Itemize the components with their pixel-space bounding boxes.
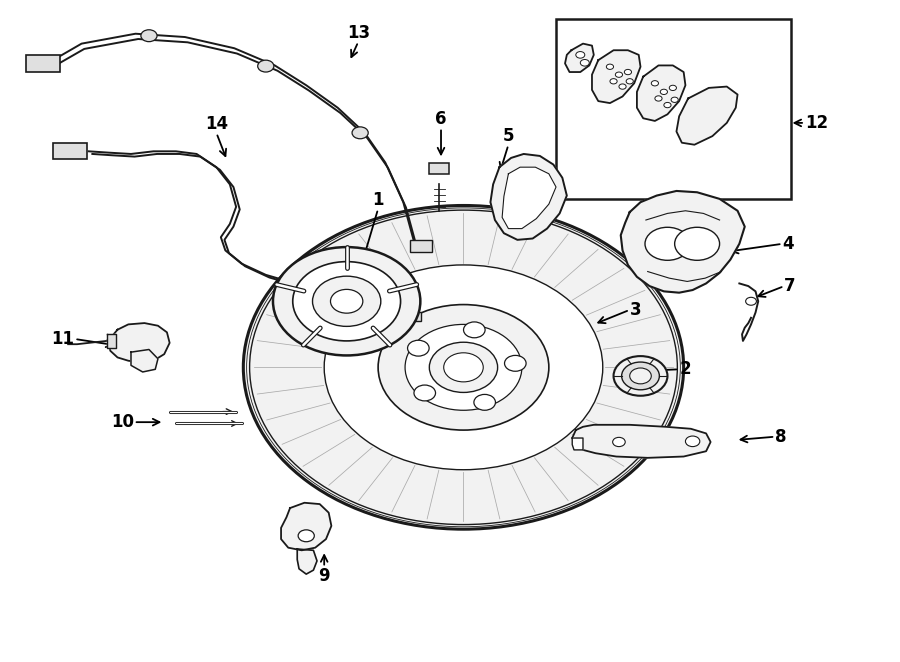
Text: 3: 3: [630, 301, 642, 319]
Text: 2: 2: [680, 360, 691, 378]
Polygon shape: [281, 502, 331, 550]
Circle shape: [670, 85, 677, 91]
Circle shape: [444, 353, 483, 382]
Circle shape: [745, 297, 756, 305]
Circle shape: [619, 84, 626, 89]
Circle shape: [622, 362, 660, 390]
Text: 4: 4: [782, 235, 794, 253]
Circle shape: [474, 395, 496, 410]
Text: 1: 1: [373, 191, 384, 209]
Circle shape: [505, 355, 526, 371]
Circle shape: [352, 127, 368, 139]
Circle shape: [243, 205, 684, 529]
Text: 13: 13: [346, 24, 370, 42]
Circle shape: [613, 438, 626, 447]
Bar: [410, 240, 432, 252]
Circle shape: [630, 368, 652, 384]
Polygon shape: [621, 191, 744, 293]
Circle shape: [625, 70, 632, 75]
Text: 9: 9: [319, 567, 330, 585]
Polygon shape: [297, 549, 317, 574]
Polygon shape: [491, 154, 567, 240]
Text: 10: 10: [111, 413, 134, 431]
Text: 6: 6: [436, 109, 446, 128]
Circle shape: [257, 60, 274, 72]
Circle shape: [655, 96, 662, 101]
Bar: [556, 19, 791, 199]
Circle shape: [686, 436, 700, 447]
Text: 8: 8: [775, 428, 787, 446]
Circle shape: [330, 289, 363, 313]
Circle shape: [607, 64, 614, 70]
Bar: [429, 164, 449, 173]
Circle shape: [576, 52, 585, 58]
Circle shape: [324, 265, 603, 470]
Circle shape: [661, 89, 668, 95]
Bar: [53, 143, 87, 159]
Circle shape: [247, 208, 680, 527]
Polygon shape: [572, 438, 583, 450]
Circle shape: [652, 81, 659, 86]
Bar: [407, 312, 421, 321]
Circle shape: [626, 79, 634, 84]
Circle shape: [141, 30, 158, 42]
Circle shape: [408, 340, 429, 356]
Circle shape: [616, 72, 623, 77]
Text: 11: 11: [51, 330, 75, 348]
Circle shape: [580, 60, 590, 66]
Bar: [26, 55, 60, 72]
Polygon shape: [677, 87, 738, 145]
Circle shape: [273, 247, 420, 355]
Polygon shape: [637, 66, 686, 121]
Circle shape: [610, 79, 617, 84]
Circle shape: [249, 210, 678, 524]
Polygon shape: [131, 350, 158, 372]
Circle shape: [298, 530, 314, 542]
Circle shape: [378, 305, 549, 430]
Polygon shape: [572, 425, 711, 458]
Circle shape: [675, 227, 720, 260]
Circle shape: [312, 276, 381, 326]
Circle shape: [664, 103, 671, 108]
Circle shape: [671, 97, 679, 103]
Text: 12: 12: [805, 114, 828, 132]
Polygon shape: [109, 323, 169, 363]
Text: 5: 5: [503, 126, 514, 145]
Circle shape: [464, 322, 485, 338]
Polygon shape: [592, 50, 641, 103]
Polygon shape: [502, 167, 556, 228]
Circle shape: [414, 385, 436, 401]
Circle shape: [405, 324, 522, 410]
Circle shape: [292, 261, 400, 341]
Circle shape: [429, 342, 498, 393]
Text: 14: 14: [205, 115, 228, 133]
Polygon shape: [565, 44, 594, 72]
Text: 7: 7: [784, 277, 796, 295]
Polygon shape: [107, 334, 116, 348]
Circle shape: [645, 227, 690, 260]
Circle shape: [614, 356, 668, 396]
